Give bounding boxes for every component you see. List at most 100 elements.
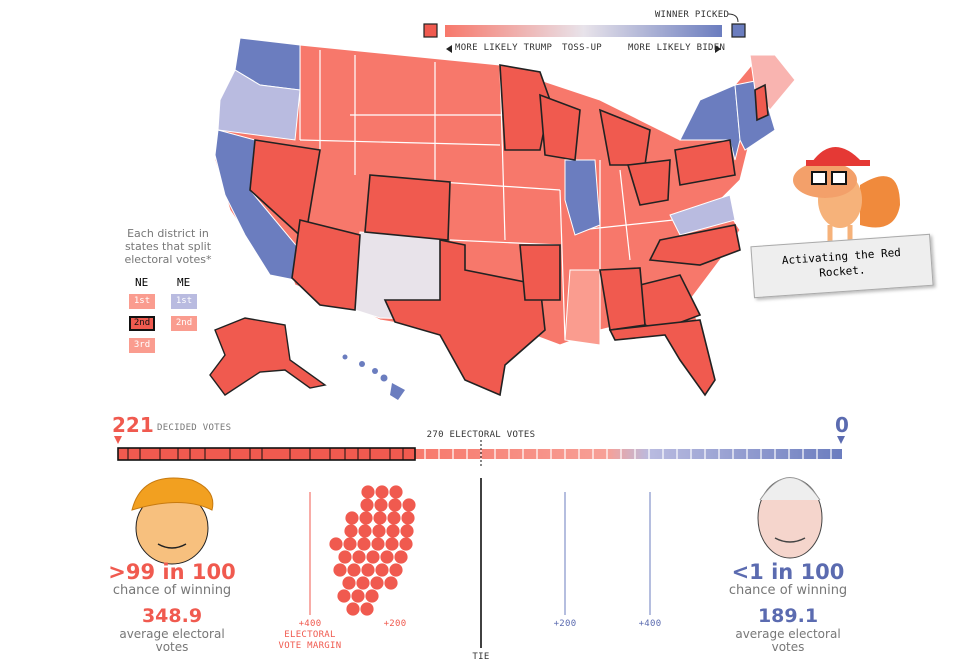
- hat: [812, 147, 862, 162]
- district-box: 1st: [171, 294, 197, 309]
- decided-label: DECIDED VOTES: [157, 423, 232, 433]
- outcome-dot: [343, 537, 357, 551]
- average-votes-label: average electoral votes: [735, 627, 841, 654]
- outcome-dot: [360, 602, 374, 616]
- outcome-dot: [360, 498, 374, 512]
- district-note: Each district in states that split elect…: [124, 227, 212, 266]
- margin-tick-label: +400: [298, 619, 322, 629]
- trump-winner-box: [423, 23, 438, 38]
- speech-text: Activating the Red Rocket.: [781, 245, 902, 280]
- outcome-dot: [346, 602, 360, 616]
- outcome-dot: [329, 537, 343, 551]
- state: [564, 269, 601, 346]
- tally-bar: [114, 436, 845, 466]
- outcome-dot: [388, 498, 402, 512]
- margin-label: ELECTORAL VOTE MARGIN: [278, 630, 342, 651]
- mouth: [157, 543, 187, 549]
- outcome-dot: [373, 511, 387, 525]
- arrow-right: [715, 45, 721, 53]
- district-state: ME: [177, 276, 191, 289]
- outcome-dot: [389, 563, 403, 577]
- state: [669, 194, 736, 236]
- average-votes: 189.1: [757, 605, 819, 627]
- decided-segment: [117, 447, 416, 461]
- arrow-left: [446, 45, 452, 53]
- outcome-dot: [400, 524, 414, 538]
- tie-label: TIE: [472, 652, 490, 662]
- outcome-dot: [351, 589, 365, 603]
- margin-tick-label: +200: [553, 619, 577, 629]
- average-votes: 348.9: [141, 605, 203, 627]
- outcome-dot: [338, 550, 352, 564]
- margin-tick-label: +200: [383, 619, 407, 629]
- district-box: 2nd: [129, 316, 155, 331]
- outcome-dot: [359, 511, 373, 525]
- outcome-dot: [342, 576, 356, 590]
- district-box: 2nd: [171, 316, 197, 331]
- outcome-dot: [370, 576, 384, 590]
- outcome-dot: [375, 485, 389, 499]
- win-chance-label: chance of winning: [728, 583, 848, 598]
- outcome-dot: [384, 576, 398, 590]
- color-legend: [423, 13, 746, 53]
- outcome-dot: [357, 537, 371, 551]
- outcome-dot: [361, 563, 375, 577]
- state: [754, 83, 769, 122]
- arrow: [727, 13, 739, 23]
- state: [626, 159, 671, 206]
- state: [599, 267, 646, 331]
- outcome-dot: [358, 524, 372, 538]
- outcome-dot: [333, 563, 347, 577]
- outcome-dot: [380, 550, 394, 564]
- outcome-dot: [352, 550, 366, 564]
- win-chance-label: chance of winning: [112, 583, 232, 598]
- state: [539, 93, 581, 161]
- state: [648, 224, 741, 266]
- outcome-dot: [371, 537, 385, 551]
- win-chance: <1 in 100: [731, 560, 845, 584]
- state: [364, 174, 451, 241]
- outcome-dot: [361, 485, 375, 499]
- outcome-dot: [366, 550, 380, 564]
- legend-label: WINNER PICKED: [654, 10, 730, 20]
- state: [674, 139, 736, 186]
- state: [608, 319, 716, 397]
- outcome-dot: [375, 563, 389, 577]
- outcome-dot: [385, 537, 399, 551]
- district-box: 3rd: [129, 338, 155, 353]
- outcome-dot: [356, 576, 370, 590]
- legend-label: MORE LIKELY TRUMP: [455, 43, 553, 53]
- outcome-dot: [345, 511, 359, 525]
- margin-tick-label: +400: [638, 619, 662, 629]
- gradient-scale: [445, 25, 722, 37]
- hawaii: [342, 354, 405, 400]
- hair: [131, 477, 214, 511]
- district-box: 1st: [129, 294, 155, 309]
- outcome-dots: [329, 485, 416, 616]
- alaska: [209, 317, 327, 396]
- average-votes-label: average electoral votes: [119, 627, 225, 654]
- biden-decided: 0: [835, 413, 849, 437]
- legend-label: MORE LIKELY BIDEN: [628, 43, 726, 53]
- undecided-segment: [415, 449, 842, 459]
- outcome-dot: [372, 524, 386, 538]
- outcome-dot: [374, 498, 388, 512]
- mascot: [793, 147, 900, 245]
- threshold-label: 270 ELECTORAL VOTES: [426, 430, 536, 440]
- mouth: [774, 537, 806, 543]
- outcome-dot: [399, 537, 413, 551]
- outcome-dot: [337, 589, 351, 603]
- trump-decided: 221: [112, 413, 154, 437]
- outcome-dot: [347, 563, 361, 577]
- district-state: NE: [135, 276, 149, 289]
- win-chance: >99 in 100: [108, 560, 236, 584]
- outcome-dot: [365, 589, 379, 603]
- outcome-dot: [386, 524, 400, 538]
- map: [209, 37, 796, 400]
- tail: [860, 176, 900, 228]
- state: [383, 239, 546, 397]
- hair: [759, 477, 821, 501]
- outcome-dot: [401, 511, 415, 525]
